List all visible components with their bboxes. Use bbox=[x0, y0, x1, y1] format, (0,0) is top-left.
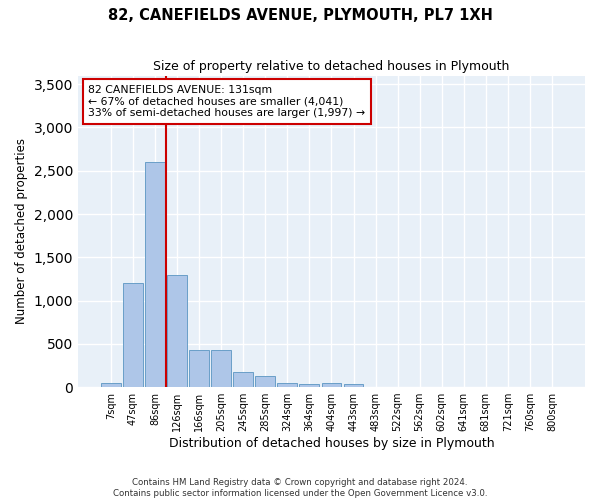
Bar bbox=[189, 350, 209, 387]
Bar bbox=[233, 372, 253, 387]
Bar bbox=[211, 350, 231, 387]
Text: Contains HM Land Registry data © Crown copyright and database right 2024.
Contai: Contains HM Land Registry data © Crown c… bbox=[113, 478, 487, 498]
Y-axis label: Number of detached properties: Number of detached properties bbox=[15, 138, 28, 324]
Title: Size of property relative to detached houses in Plymouth: Size of property relative to detached ho… bbox=[153, 60, 509, 73]
Bar bbox=[167, 274, 187, 387]
X-axis label: Distribution of detached houses by size in Plymouth: Distribution of detached houses by size … bbox=[169, 437, 494, 450]
Bar bbox=[123, 283, 143, 387]
Text: 82, CANEFIELDS AVENUE, PLYMOUTH, PL7 1XH: 82, CANEFIELDS AVENUE, PLYMOUTH, PL7 1XH bbox=[107, 8, 493, 22]
Bar bbox=[299, 384, 319, 387]
Bar bbox=[277, 383, 297, 387]
Bar bbox=[145, 162, 165, 387]
Bar bbox=[256, 376, 275, 387]
Bar bbox=[322, 383, 341, 387]
Bar bbox=[101, 383, 121, 387]
Text: 82 CANEFIELDS AVENUE: 131sqm
← 67% of detached houses are smaller (4,041)
33% of: 82 CANEFIELDS AVENUE: 131sqm ← 67% of de… bbox=[88, 85, 365, 118]
Bar bbox=[344, 384, 364, 387]
